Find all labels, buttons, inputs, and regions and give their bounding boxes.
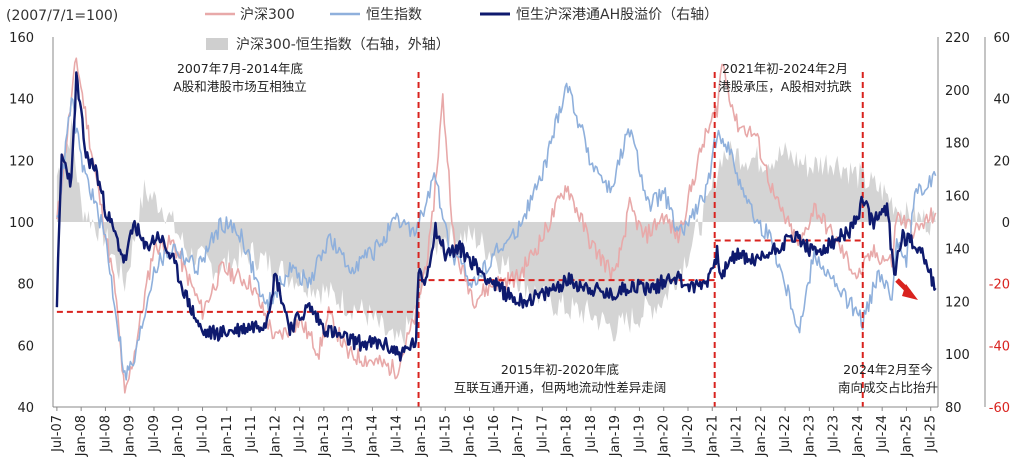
annotation-3-text: 港股承压，A股相对抗跌 — [718, 79, 852, 94]
annotation-1-text: A股和港股市场互相独立 — [173, 79, 307, 94]
x-tick-label: Jul-18 — [584, 415, 599, 453]
legend-label-csi300: 沪深300 — [240, 7, 295, 23]
x-tick-label: Jan-20 — [657, 415, 672, 457]
x-tick-label: Jan-25 — [899, 415, 914, 457]
left-tick-label: 80 — [17, 278, 34, 293]
annotation-4-title: 2024年2月至今 — [843, 362, 933, 377]
x-tick-label: Jul-24 — [875, 415, 890, 453]
x-tick-label: Jan-08 — [74, 415, 89, 457]
x-tick-label: Jul-12 — [293, 415, 308, 453]
x-tick-label: Jan-15 — [414, 415, 429, 457]
x-tick-label: Jan-12 — [268, 415, 283, 457]
outer-tick-label: 60 — [993, 31, 1010, 46]
x-tick-label: Jan-14 — [365, 415, 380, 457]
x-tick-label: Jan-09 — [123, 415, 138, 457]
annotation-4-text: 南向成交占比抬升 — [838, 380, 938, 395]
legend-label-ah: 恒生沪深港通AH股溢价（右轴） — [516, 7, 718, 23]
x-tick-label: Jul-14 — [390, 415, 405, 453]
x-tick-label: Jul-08 — [98, 415, 113, 453]
left-tick-label: 60 — [17, 339, 34, 354]
right-tick-label: 140 — [945, 242, 970, 257]
right-tick-label: 80 — [945, 401, 962, 416]
ah-premium-layer — [55, 71, 937, 362]
x-tick-label: Jan-13 — [317, 415, 332, 457]
x-tick-label: Jul-10 — [196, 415, 211, 453]
outer-tick-label: 40 — [993, 93, 1010, 108]
outer-tick-label: -60 — [989, 401, 1010, 416]
legend-label-hsi: 恒生指数 — [366, 7, 422, 23]
right-tick-label: 160 — [945, 190, 970, 205]
left-tick-label: 120 — [9, 154, 34, 169]
left-tick-label: 40 — [17, 401, 34, 416]
x-tick-label: Jan-24 — [851, 415, 866, 457]
outer-tick-label: -40 — [989, 339, 1010, 354]
left-tick-label: 140 — [9, 93, 34, 108]
x-tick-label: Jul-23 — [827, 415, 842, 453]
x-tick-label: Jan-17 — [511, 415, 526, 457]
right-tick-label: 120 — [945, 295, 970, 310]
down-arrow-icon — [895, 278, 918, 300]
annotation-1-title: 2007年7月-2014年底 — [177, 61, 303, 76]
x-tick-label: Jul-17 — [535, 415, 550, 453]
x-tick-label: Jan-22 — [754, 415, 769, 457]
x-axis-ticks: Jul-07 Jan-08 Jul-08 Jan-09 Jul-09 Jan-10 Jul-… — [50, 407, 939, 457]
annotation-2-title: 2015年初-2020年底 — [501, 362, 619, 377]
series-ah-premium-line — [55, 71, 937, 362]
series-spread-area — [56, 117, 936, 347]
right-tick-label: 180 — [945, 137, 970, 152]
left-axis-ticks: 40 60 80 100 120 140 160 — [9, 31, 34, 416]
outer-tick-label: -20 — [989, 278, 1010, 293]
left-tick-label: 160 — [9, 31, 34, 46]
outer-axis-ticks: -60 -40 -20 0 20 40 60 — [989, 31, 1010, 416]
x-tick-label: Jan-10 — [171, 415, 186, 457]
left-tick-label: 100 — [9, 216, 34, 231]
x-tick-label: Jul-21 — [730, 415, 745, 453]
x-tick-label: Jul-16 — [487, 415, 502, 453]
x-tick-label: Jul-07 — [50, 415, 65, 453]
annotation-2-text: 互联互通开通，但两地流动性差异走阔 — [454, 380, 667, 395]
x-tick-label: Jul-25 — [924, 415, 939, 453]
legend-label-spread: 沪深300-恒生指数（右轴，外轴） — [236, 37, 450, 53]
index-note: (2007/7/1=100) — [6, 8, 118, 24]
x-tick-label: Jan-23 — [802, 415, 817, 457]
outer-tick-label: 0 — [1002, 216, 1010, 231]
x-tick-label: Jul-15 — [438, 415, 453, 453]
x-tick-label: Jan-16 — [463, 415, 478, 457]
x-tick-label: Jan-21 — [705, 415, 720, 457]
annotation-period-2: 2015年初-2020年底 互联互通开通，但两地流动性差异走阔 — [454, 362, 667, 395]
right-tick-label: 220 — [945, 31, 970, 46]
x-tick-label: Jul-11 — [244, 415, 259, 453]
series-hsi-line — [56, 82, 937, 381]
right-axis-ticks: 80 100 120 140 160 180 200 220 — [945, 31, 970, 416]
x-tick-label: Jan-18 — [560, 415, 575, 457]
x-tick-label: Jul-09 — [147, 415, 162, 453]
outer-tick-label: 20 — [993, 154, 1010, 169]
annotation-period-4: 2024年2月至今 南向成交占比抬升 — [838, 362, 938, 395]
right-tick-label: 100 — [945, 348, 970, 363]
x-tick-label: Jan-11 — [220, 415, 235, 457]
x-tick-label: Jul-19 — [632, 415, 647, 453]
right-tick-label: 200 — [945, 84, 970, 99]
legend: 沪深300 恒生指数 恒生沪深港通AH股溢价（右轴） 沪深300-恒生指数（右轴… — [205, 7, 718, 53]
spread-area-layer — [56, 117, 936, 347]
x-tick-label: Jul-13 — [341, 415, 356, 453]
annotation-period-1: 2007年7月-2014年底 A股和港股市场互相独立 — [173, 61, 307, 94]
annotation-3-title: 2021年初-2024年2月 — [722, 61, 848, 76]
legend-swatch-spread — [206, 38, 228, 50]
x-tick-label: Jul-22 — [778, 415, 793, 453]
annotation-period-3: 2021年初-2024年2月 港股承压，A股相对抗跌 — [718, 61, 852, 94]
x-tick-label: Jul-20 — [681, 415, 696, 453]
x-tick-label: Jan-19 — [608, 415, 623, 457]
